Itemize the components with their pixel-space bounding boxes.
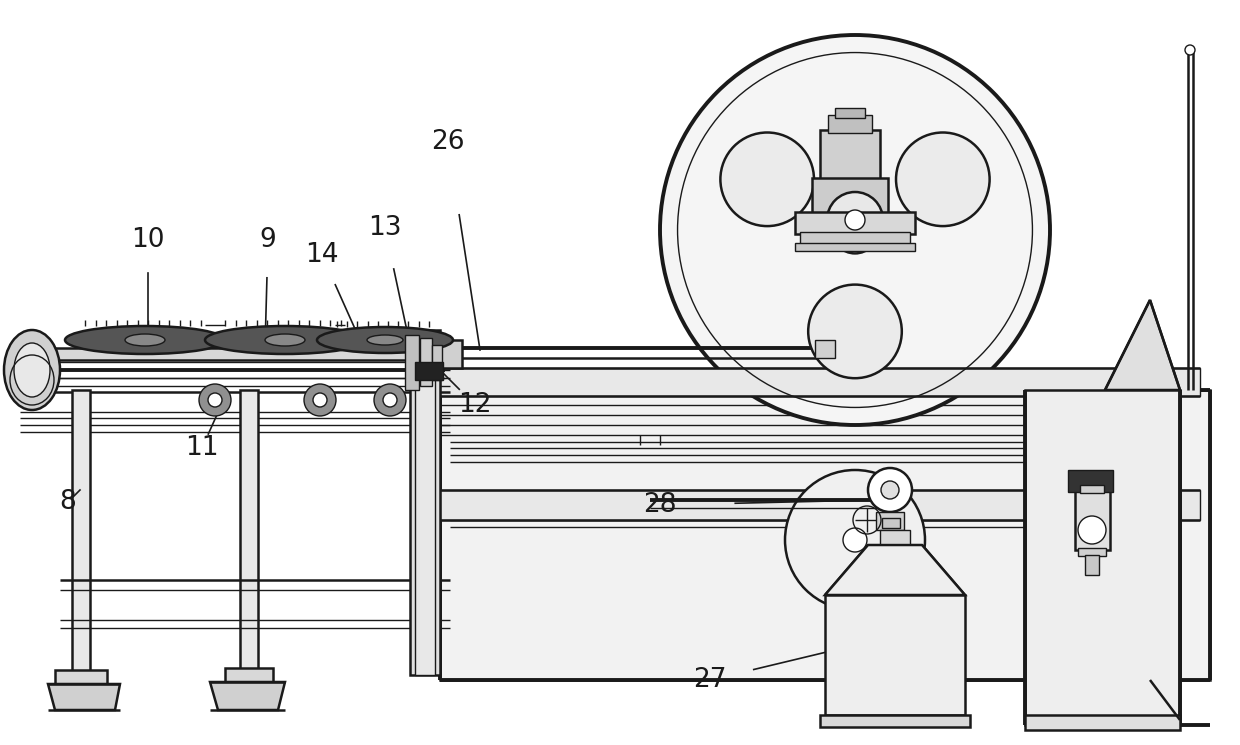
Text: 26: 26 bbox=[432, 129, 465, 155]
Text: 10: 10 bbox=[131, 227, 165, 253]
Bar bbox=[1078, 548, 1106, 556]
Circle shape bbox=[844, 210, 866, 230]
Bar bbox=[1025, 715, 1180, 730]
Bar bbox=[415, 362, 443, 380]
Circle shape bbox=[304, 384, 336, 416]
Bar bbox=[820, 130, 880, 180]
Text: 27: 27 bbox=[693, 667, 727, 693]
Bar bbox=[440, 390, 1210, 680]
Circle shape bbox=[868, 468, 911, 512]
Bar bbox=[875, 512, 904, 530]
Bar bbox=[795, 212, 915, 234]
Bar bbox=[72, 390, 91, 680]
Circle shape bbox=[832, 206, 878, 253]
Circle shape bbox=[208, 393, 222, 407]
Circle shape bbox=[843, 528, 867, 552]
Polygon shape bbox=[1025, 390, 1180, 680]
Bar bbox=[835, 108, 866, 118]
Ellipse shape bbox=[205, 326, 365, 354]
Text: 8: 8 bbox=[60, 489, 77, 515]
Ellipse shape bbox=[64, 326, 224, 354]
Bar bbox=[440, 490, 1200, 520]
Bar bbox=[241, 390, 258, 680]
Circle shape bbox=[374, 384, 405, 416]
Bar bbox=[880, 530, 910, 544]
Circle shape bbox=[383, 393, 397, 407]
Bar bbox=[440, 368, 1200, 396]
Bar bbox=[1025, 390, 1180, 725]
Circle shape bbox=[827, 192, 883, 248]
Bar bbox=[812, 178, 888, 213]
Bar bbox=[882, 518, 900, 528]
Circle shape bbox=[720, 133, 813, 226]
Polygon shape bbox=[210, 682, 285, 710]
Text: 14: 14 bbox=[305, 242, 339, 268]
Text: 12: 12 bbox=[459, 392, 492, 418]
Bar bbox=[825, 595, 965, 715]
Bar bbox=[405, 335, 419, 390]
Circle shape bbox=[808, 285, 901, 378]
Bar bbox=[1075, 490, 1110, 550]
Bar bbox=[22, 348, 436, 360]
Bar bbox=[415, 330, 435, 675]
Bar bbox=[815, 340, 835, 358]
Bar bbox=[820, 715, 970, 727]
Text: 13: 13 bbox=[368, 215, 402, 241]
Bar bbox=[795, 243, 915, 251]
Ellipse shape bbox=[367, 335, 403, 345]
Text: 28: 28 bbox=[644, 492, 677, 518]
Ellipse shape bbox=[14, 343, 50, 397]
Circle shape bbox=[785, 470, 925, 610]
Text: 9: 9 bbox=[259, 227, 277, 253]
Polygon shape bbox=[825, 545, 965, 595]
Bar bbox=[55, 670, 107, 684]
Ellipse shape bbox=[4, 330, 60, 410]
Polygon shape bbox=[48, 684, 120, 710]
Circle shape bbox=[660, 35, 1050, 425]
Ellipse shape bbox=[265, 334, 305, 346]
Bar bbox=[800, 232, 910, 244]
Circle shape bbox=[880, 481, 899, 499]
Ellipse shape bbox=[317, 327, 453, 353]
Bar bbox=[1068, 470, 1114, 492]
Circle shape bbox=[897, 133, 990, 226]
Bar bbox=[440, 340, 463, 368]
Circle shape bbox=[198, 384, 231, 416]
Bar bbox=[410, 330, 440, 675]
Bar bbox=[1085, 555, 1099, 575]
Circle shape bbox=[312, 393, 327, 407]
Circle shape bbox=[1078, 516, 1106, 544]
Bar bbox=[1080, 485, 1104, 493]
Ellipse shape bbox=[125, 334, 165, 346]
Text: 11: 11 bbox=[185, 435, 218, 461]
Polygon shape bbox=[1105, 300, 1180, 390]
Bar bbox=[224, 668, 273, 682]
Bar bbox=[828, 115, 872, 133]
Bar bbox=[420, 338, 432, 386]
Circle shape bbox=[1185, 45, 1195, 55]
Bar bbox=[432, 345, 441, 380]
